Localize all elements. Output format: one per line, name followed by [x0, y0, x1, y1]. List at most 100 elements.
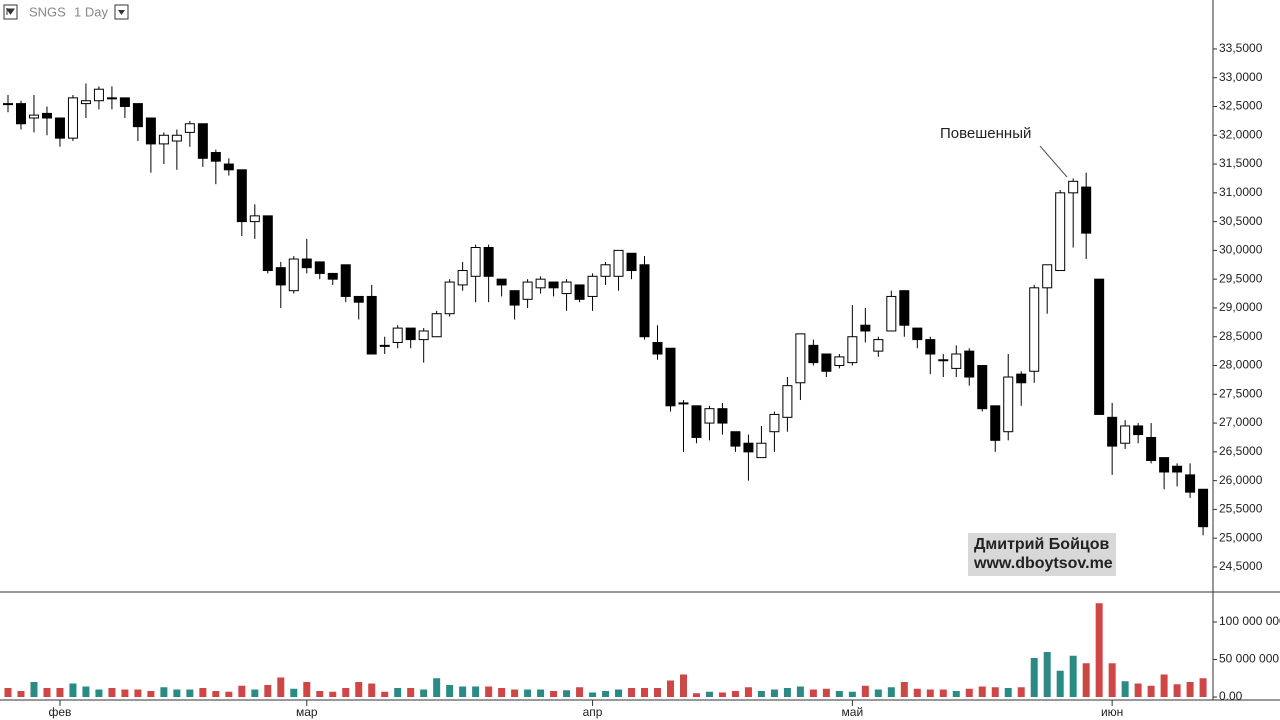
- candle-body: [1016, 373, 1027, 384]
- interval: 1 Day: [74, 4, 108, 19]
- y-tick-label: 24,5000: [1219, 559, 1263, 573]
- volume-bar: [446, 685, 454, 697]
- candle-body: [314, 261, 325, 274]
- candle-body: [1159, 457, 1170, 473]
- candle-body: [15, 103, 26, 125]
- candle-body: [1068, 180, 1079, 194]
- candle-body: [288, 258, 299, 292]
- volume-bar: [576, 687, 584, 697]
- candle-body: [1133, 425, 1144, 436]
- candle-body: [249, 215, 260, 223]
- y-tick-label: 32,0000: [1219, 127, 1263, 141]
- candle-body: [899, 290, 910, 326]
- volume-bar: [913, 688, 921, 697]
- candle-body: [418, 330, 429, 341]
- volume-bar: [874, 689, 882, 697]
- y-tick-label: 26,5000: [1219, 444, 1263, 458]
- volume-bar: [1121, 681, 1129, 697]
- volume-bar: [679, 674, 687, 697]
- volume-bar: [887, 687, 895, 697]
- volume-bar: [316, 691, 324, 697]
- volume-bar: [1043, 652, 1051, 697]
- volume-bar: [82, 686, 90, 697]
- volume-bar: [264, 685, 272, 697]
- candle-body: [444, 281, 455, 315]
- volume-bar: [160, 687, 168, 697]
- volume-bar: [757, 691, 765, 697]
- candle-body: [756, 442, 767, 459]
- volume-bar: [1004, 688, 1012, 697]
- y-tick-label: 32,5000: [1219, 99, 1263, 113]
- candle-body: [457, 270, 468, 286]
- candle-body: [210, 152, 221, 162]
- x-tick-label: июн: [1101, 705, 1123, 719]
- volume-bar: [121, 689, 129, 697]
- volume-bar: [225, 691, 233, 697]
- volume-bar: [835, 691, 843, 697]
- watermark-box: [968, 533, 1116, 576]
- y-tick-label: 31,5000: [1219, 156, 1263, 170]
- candle-body: [938, 359, 949, 362]
- volume-bar: [1056, 670, 1064, 697]
- volume-bar: [277, 677, 285, 697]
- y-tick-label: 27,0000: [1219, 415, 1263, 429]
- y-tick-label: 28,5000: [1219, 329, 1263, 343]
- candle-body: [1185, 474, 1196, 493]
- volume-bar: [459, 686, 467, 697]
- candle-body: [262, 215, 273, 272]
- candle-body: [1172, 465, 1183, 473]
- volume-bar: [498, 688, 506, 697]
- candle-body: [1081, 186, 1092, 234]
- annotation-pointer: [1039, 145, 1068, 178]
- volume-bar: [1160, 674, 1168, 697]
- candle-body: [340, 264, 351, 297]
- y2-tick-label: 100 000 000: [1219, 614, 1280, 628]
- candle-body: [1198, 488, 1209, 528]
- candle-body: [67, 97, 78, 139]
- volume-bar: [628, 688, 636, 697]
- volume-bar: [770, 689, 778, 697]
- volume-bar: [1082, 663, 1090, 697]
- candle-body: [886, 295, 897, 332]
- volume-bar: [69, 683, 77, 697]
- candle-body: [223, 163, 234, 171]
- volume-bar: [1030, 658, 1038, 697]
- volume-bar: [329, 691, 337, 697]
- volume-bar: [589, 692, 597, 697]
- candle-body: [769, 413, 780, 433]
- y2-tick-label: 50 000 000: [1219, 652, 1279, 666]
- candle-body: [184, 123, 195, 133]
- watermark: www.dboytsov.me: [973, 555, 1113, 572]
- volume-bar: [900, 682, 908, 697]
- volume-bar: [290, 688, 298, 697]
- candle-body: [834, 356, 845, 367]
- candle-body: [80, 100, 91, 105]
- volume-bar: [705, 691, 713, 697]
- candle-body: [925, 339, 936, 355]
- candle-body: [665, 347, 676, 407]
- y2-tick-label: 0.00: [1219, 689, 1243, 703]
- candle-body: [561, 281, 572, 295]
- x-tick-label: мар: [296, 705, 318, 719]
- volume-bar: [1199, 678, 1207, 697]
- candle-body: [28, 114, 39, 119]
- candle-body: [990, 405, 1001, 441]
- candle-body: [730, 431, 741, 447]
- volume-bar: [95, 689, 103, 697]
- candle-body: [860, 324, 871, 332]
- volume-bar: [692, 693, 700, 697]
- candle-body: [704, 408, 715, 424]
- annotation: Повешенный: [940, 125, 1031, 142]
- y-tick-label: 27,5000: [1219, 386, 1263, 400]
- candle-body: [431, 313, 442, 338]
- volume-bar: [537, 689, 545, 697]
- volume-bar: [718, 692, 726, 697]
- volume-bar: [43, 688, 51, 697]
- volume-bar: [147, 691, 155, 697]
- candle-body: [197, 123, 208, 159]
- x-tick-label: май: [842, 705, 864, 719]
- volume-bar: [212, 691, 220, 697]
- volume-bar: [199, 688, 207, 697]
